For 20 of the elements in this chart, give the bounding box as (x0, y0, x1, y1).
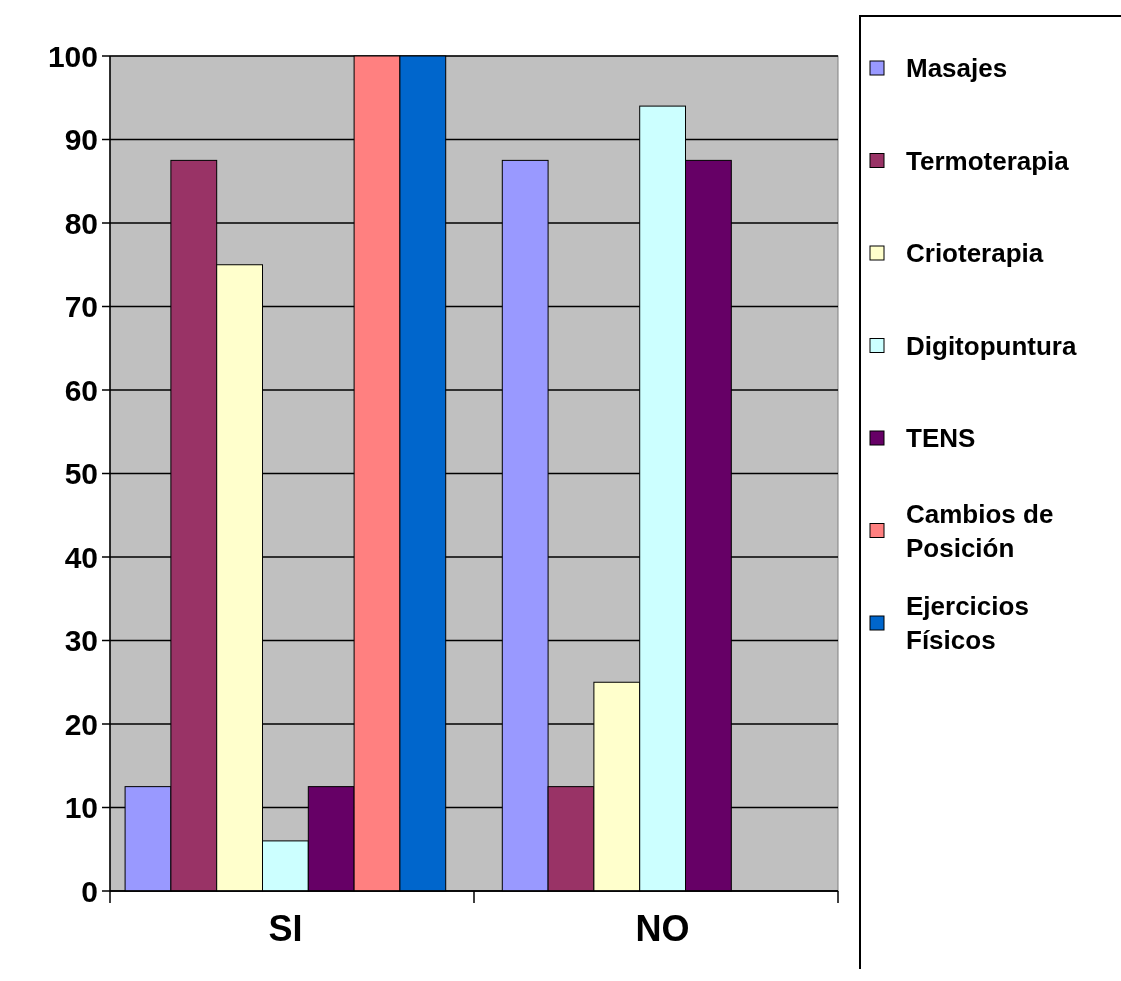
y-tick-label: 90 (64, 123, 98, 156)
y-tick-label: 10 (64, 791, 98, 824)
y-tick-label: 0 (81, 874, 98, 908)
legend-label: Masajes (906, 53, 1008, 84)
y-tick-label: 30 (64, 624, 98, 657)
y-tick-label: 20 (64, 707, 98, 741)
legend-label: Cambios de Posición (906, 498, 1054, 563)
x-tick-label: NO (635, 908, 690, 949)
y-tick-label: 70 (64, 290, 98, 323)
x-tick-label: SI (268, 908, 303, 949)
y-tick-label: 50 (64, 457, 98, 490)
y-tick-label: 100 (47, 39, 98, 73)
y-tick-label: 80 (64, 206, 98, 240)
y-tick-label: 40 (64, 540, 98, 574)
legend-label: TENS (906, 423, 976, 454)
y-tick-label: 60 (64, 373, 98, 407)
legend-label: Digitopuntura (906, 330, 1077, 361)
legend-label: Crioterapia (906, 238, 1044, 269)
legend-label: Termoterapia (906, 145, 1070, 176)
legend-label: Ejercicios Físicos (906, 591, 1029, 656)
